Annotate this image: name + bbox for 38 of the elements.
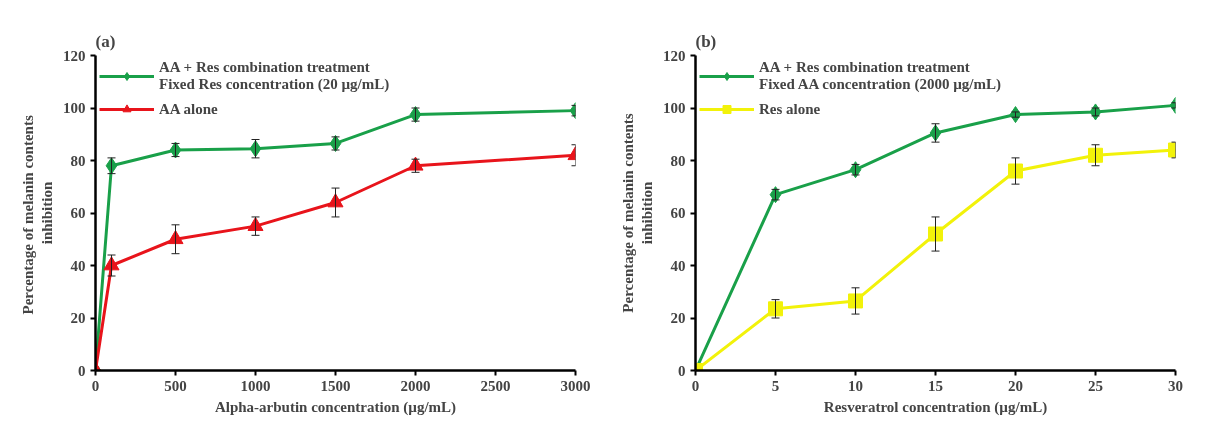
x-tick-label: 0	[91, 377, 100, 394]
legend-label: AA alone	[159, 100, 218, 118]
x-axis-title: Resveratrol concentration (µg/mL)	[823, 398, 1048, 416]
y-tick-label: 60	[70, 205, 86, 221]
y-tick-label: 20	[70, 310, 86, 326]
x-tick-label: 5	[771, 377, 780, 394]
x-tick-label: 2500	[480, 377, 511, 394]
x-tick-label: 15	[928, 377, 943, 394]
y-tick-label: 100	[63, 100, 86, 116]
y-tick-label: 80	[670, 152, 686, 169]
x-tick-label: 500	[164, 377, 187, 394]
x-tick-label: 1000	[240, 377, 271, 394]
legend-label: Res alone	[759, 100, 821, 118]
y-tick-label: 60	[670, 205, 686, 221]
x-tick-label: 2000	[400, 377, 431, 394]
y-axis-title: Percentage of melanin contents inhibition	[619, 113, 655, 313]
y-tick-label: 20	[670, 310, 686, 326]
y-tick-label: 0	[678, 362, 686, 379]
y-axis-title: Percentage of melanin contents inhibition	[19, 115, 55, 315]
x-tick-label: 1500	[320, 377, 351, 394]
y-tick-label: 100	[663, 100, 686, 116]
y-tick-label: 120	[663, 47, 686, 64]
x-tick-label: 20	[1008, 377, 1023, 394]
chart-title: (a)	[95, 31, 116, 51]
y-tick-label: 0	[78, 362, 86, 379]
y-tick-label: 40	[70, 257, 86, 274]
x-tick-label: 3000	[560, 377, 591, 394]
x-tick-label: 10	[848, 377, 863, 394]
x-axis-title: Alpha-arbutin concentration (µg/mL)	[214, 398, 457, 416]
y-tick-label: 80	[70, 152, 86, 169]
y-tick-label: 120	[63, 47, 86, 64]
chart-title: (b)	[695, 31, 717, 51]
x-tick-label: 30	[1168, 377, 1183, 394]
x-tick-label: 0	[691, 377, 700, 394]
y-tick-label: 40	[670, 257, 686, 274]
legend-label: AA + Res combination treatment Fixed AA concentration (2000 µg/mL)	[759, 59, 1001, 93]
x-tick-label: 25	[1088, 377, 1103, 394]
legend-label: AA + Res combination treatment Fixed Res concentration (20 µg/mL)	[159, 59, 390, 93]
